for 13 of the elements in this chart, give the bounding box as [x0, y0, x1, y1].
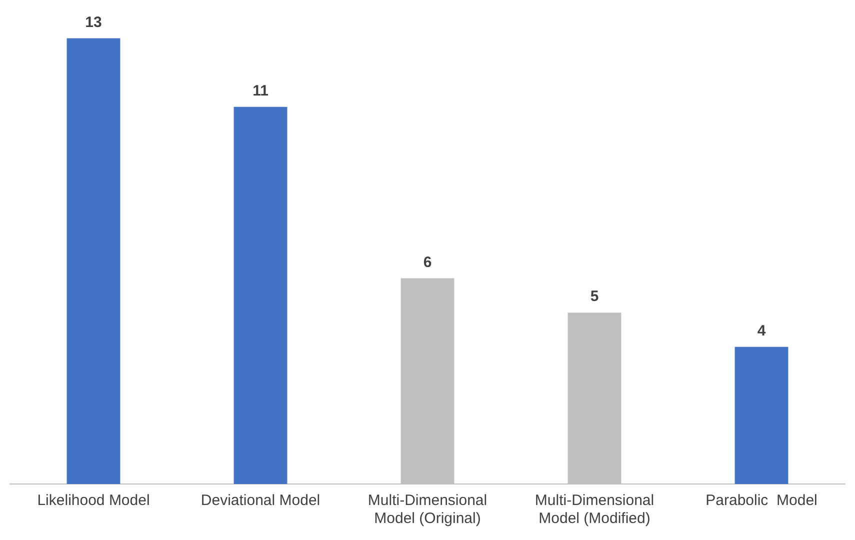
x-tick-label: Multi-Dimensional Model (Modified) [534, 492, 654, 528]
x-tick-label: Parabolic Model [706, 492, 818, 510]
x-tick-label: Multi-Dimensional Model (Original) [368, 492, 488, 528]
data-label: 13 [85, 14, 102, 31]
x-tick-label: Likelihood Model [37, 492, 150, 510]
data-label: 6 [423, 254, 432, 271]
bar [734, 346, 788, 484]
data-label: 4 [757, 322, 766, 340]
x-tick-label: Deviational Model [200, 492, 320, 510]
bar [66, 38, 120, 484]
bar [234, 106, 288, 484]
data-label: 11 [252, 82, 268, 100]
data-label: 5 [590, 288, 599, 306]
